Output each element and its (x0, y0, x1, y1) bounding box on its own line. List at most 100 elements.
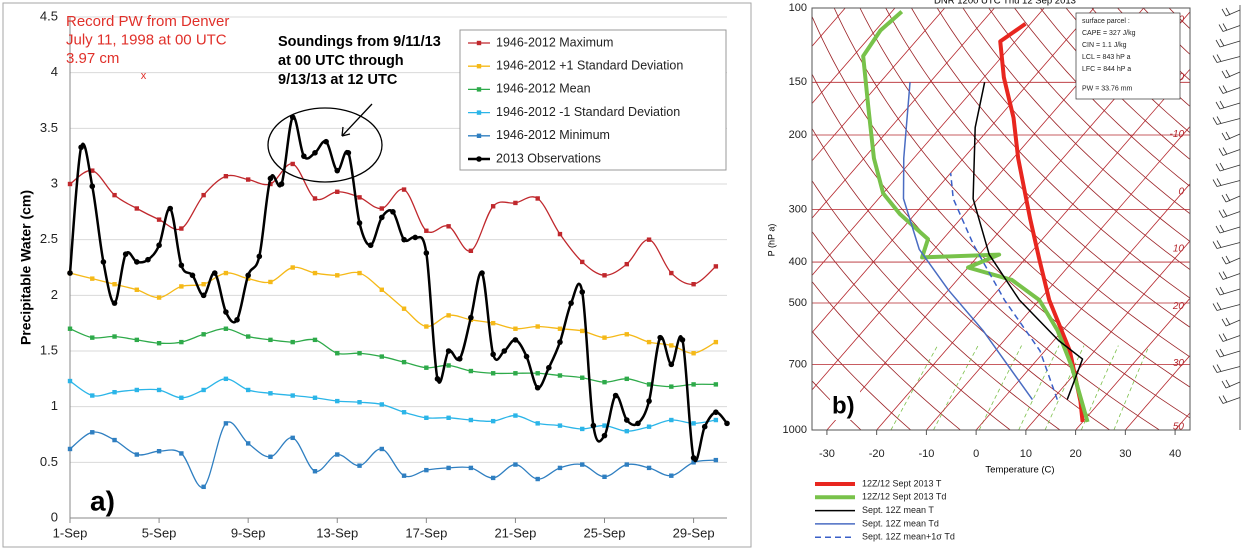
marker (412, 234, 419, 241)
info-text: LCL = 843 hP a (1082, 54, 1131, 61)
marker (290, 393, 295, 398)
legend-label: 2013 Observations (496, 151, 601, 165)
wind-barb (1215, 224, 1241, 234)
y-tick-label: 0.5 (40, 454, 58, 469)
marker (78, 144, 84, 151)
marker (557, 339, 563, 345)
marker (111, 300, 118, 306)
marker (223, 326, 229, 331)
marker (691, 351, 696, 356)
profile-line (861, 10, 1090, 423)
marker (378, 214, 385, 221)
marker (490, 351, 496, 358)
isotherm-label: 10 (1173, 244, 1185, 255)
marker (357, 351, 362, 356)
wind-barb (1212, 364, 1241, 373)
marker (179, 284, 184, 289)
dry-adiabat (859, 8, 1190, 358)
wind-barb (1218, 209, 1241, 218)
isotherm-line (1174, 412, 1190, 430)
x-tick-label: 1-Sep (53, 525, 88, 540)
info-text: surface parcel : (1082, 18, 1130, 25)
marker (691, 382, 696, 387)
marker (223, 309, 229, 315)
marker (245, 334, 251, 339)
wind-barb (1215, 162, 1241, 172)
marker (624, 332, 629, 337)
x-tick-label: 13-Sep (316, 525, 358, 540)
marker (602, 474, 607, 480)
marker (601, 432, 608, 439)
marker (379, 402, 384, 407)
legend-label: 1946-2012 Maximum (496, 35, 613, 49)
x-tick-label: 9-Sep (231, 525, 266, 540)
marker (200, 292, 207, 299)
x-tick-label: 30 (1119, 448, 1131, 460)
legend-label: Sept. 12Z mean T (862, 505, 934, 515)
marker (669, 343, 674, 348)
marker (512, 337, 519, 343)
mixing-ratio-line (1113, 345, 1150, 430)
marker (201, 332, 206, 337)
marker (245, 272, 251, 279)
y-tick-label: 3 (51, 175, 58, 190)
marker (434, 376, 441, 382)
x-tick-label: -30 (819, 448, 835, 460)
highlight-ellipse (267, 107, 383, 183)
marker (357, 400, 362, 405)
marker (691, 421, 696, 426)
marker (268, 454, 273, 459)
marker (189, 272, 196, 279)
y-tick-label: 4.5 (40, 8, 58, 23)
marker (523, 353, 530, 360)
marker (657, 334, 663, 341)
marker (345, 150, 352, 156)
mixing-ratio-line (1044, 345, 1085, 430)
marker (579, 289, 586, 295)
chart-title: DNR 1200 UTC Thu 12 Sep 2013 (934, 0, 1076, 7)
marker (312, 270, 318, 276)
marker (490, 204, 496, 209)
panel-label: b) (832, 392, 855, 419)
marker (201, 192, 206, 198)
marker (713, 339, 719, 345)
y-tick-label: 200 (789, 129, 807, 141)
dry-adiabat (936, 8, 1190, 271)
mixing-ratio-line (1018, 345, 1060, 430)
marker (424, 228, 429, 233)
marker (476, 133, 482, 138)
dry-adiabat (812, 280, 961, 430)
marker (401, 306, 407, 311)
y-tick-label: 400 (789, 256, 807, 268)
marker (90, 430, 95, 435)
x-tick-label: -20 (869, 448, 885, 460)
marker (112, 437, 117, 443)
x-tick-label: 17-Sep (405, 525, 447, 540)
marker (590, 422, 597, 429)
legend-label: 1946-2012 -1 Standard Deviation (496, 105, 680, 119)
record-note: 3.97 cm (66, 50, 119, 67)
marker (580, 462, 585, 467)
marker (112, 192, 117, 198)
marker (513, 462, 518, 467)
mixing-ratio-line (978, 345, 1022, 430)
marker (535, 371, 540, 376)
marker (312, 337, 318, 343)
record-note: Record PW from Denver (66, 13, 229, 30)
marker (89, 183, 96, 190)
marker (335, 398, 340, 404)
marker (534, 384, 541, 391)
marker (476, 64, 482, 69)
marker (357, 270, 362, 276)
marker (423, 250, 430, 256)
marker (602, 273, 607, 278)
marker (335, 351, 340, 356)
marker (90, 168, 95, 173)
dry-adiabat (962, 8, 1190, 242)
wind-barb (1218, 333, 1241, 342)
marker (323, 138, 329, 145)
marker (179, 226, 184, 231)
marker (446, 465, 451, 471)
